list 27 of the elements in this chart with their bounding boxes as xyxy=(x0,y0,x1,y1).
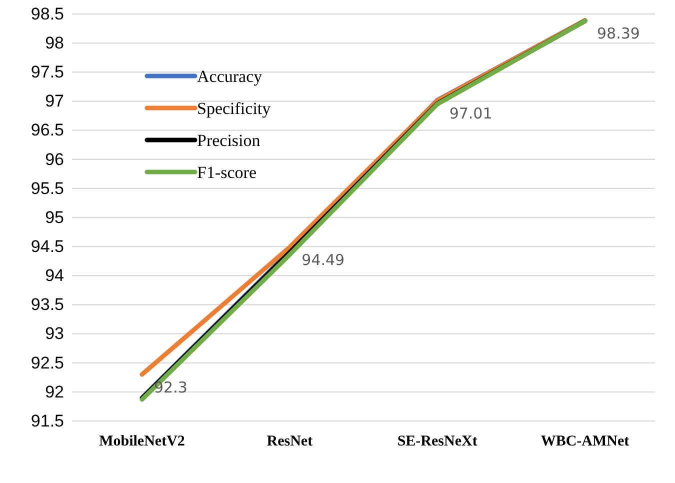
data-label: 97.01 xyxy=(449,104,492,123)
data-label: 92.3 xyxy=(154,378,188,396)
legend-label: Specificity xyxy=(197,99,272,118)
y-tick-label: 97.5 xyxy=(30,62,64,82)
data-label: 98.39 xyxy=(597,24,640,42)
x-tick-label: MobileNetV2 xyxy=(99,434,185,450)
y-tick-label: 96.5 xyxy=(30,120,64,140)
x-tick-label: WBC-AMNet xyxy=(540,434,630,450)
y-tick-label: 94.5 xyxy=(30,237,64,256)
y-tick-label: 98.5 xyxy=(30,4,64,24)
y-tick-label: 91.5 xyxy=(30,411,64,430)
x-tick-label: SE-ResNeXt xyxy=(397,434,478,450)
y-tick-label: 93 xyxy=(45,324,64,344)
y-tick-label: 97 xyxy=(45,92,64,111)
legend-label: F1-score xyxy=(197,163,256,182)
legend-label: Precision xyxy=(197,131,261,150)
y-tick-label: 92 xyxy=(45,382,64,402)
x-tick-label: ResNet xyxy=(266,434,313,450)
y-tick-label: 98 xyxy=(45,34,64,53)
y-tick-label: 94 xyxy=(45,266,64,286)
y-tick-label: 95 xyxy=(45,208,64,227)
y-tick-label: 93.5 xyxy=(30,295,64,314)
legend-label: Accuracy xyxy=(197,67,263,86)
data-label: 94.49 xyxy=(302,251,345,270)
y-tick-label: 96 xyxy=(45,150,64,169)
y-tick-label: 95.5 xyxy=(30,178,64,198)
y-tick-label: 92.5 xyxy=(30,353,64,372)
